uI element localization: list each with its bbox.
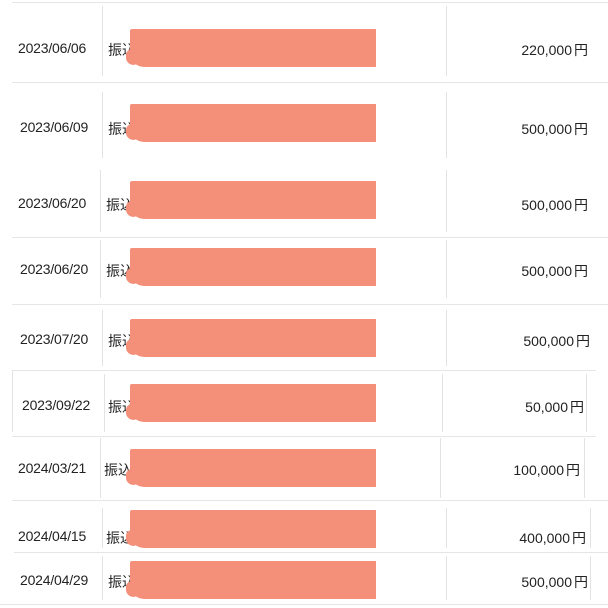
transaction-amount: 400,000 円 bbox=[519, 530, 586, 546]
transaction-date: 2023/09/22 bbox=[22, 397, 91, 413]
column-divider bbox=[446, 6, 447, 76]
transaction-date: 2023/07/20 bbox=[20, 331, 89, 347]
column-divider bbox=[440, 438, 441, 498]
column-divider bbox=[104, 374, 105, 432]
column-divider bbox=[102, 310, 103, 366]
transaction-date: 2024/03/21 bbox=[18, 460, 87, 476]
column-divider bbox=[446, 556, 447, 600]
transaction-date: 2023/06/09 bbox=[20, 119, 89, 135]
transaction-date: 2023/06/20 bbox=[20, 261, 89, 277]
transaction-amount: 500,000 円 bbox=[523, 333, 590, 349]
column-divider bbox=[442, 374, 443, 432]
redaction-mark bbox=[126, 510, 376, 548]
transaction-date: 2024/04/15 bbox=[18, 528, 87, 544]
column-divider bbox=[446, 240, 447, 298]
redaction-mark bbox=[126, 449, 376, 487]
transaction-type: 振込 bbox=[104, 462, 132, 478]
transaction-amount: 500,000 円 bbox=[521, 121, 588, 137]
row-divider bbox=[12, 436, 596, 437]
row-divider bbox=[12, 237, 608, 238]
redaction-mark bbox=[126, 29, 376, 67]
redaction-mark bbox=[126, 104, 376, 142]
row-divider bbox=[12, 304, 608, 305]
transaction-amount: 220,000 円 bbox=[521, 42, 588, 58]
column-divider bbox=[100, 240, 101, 298]
column-divider bbox=[102, 508, 103, 548]
column-divider bbox=[102, 92, 103, 158]
transaction-amount: 100,000 円 bbox=[513, 462, 580, 478]
transaction-amount: 50,000 円 bbox=[525, 399, 584, 415]
column-divider bbox=[586, 374, 587, 432]
column-divider bbox=[102, 6, 103, 76]
row-divider bbox=[12, 500, 608, 501]
column-divider bbox=[446, 310, 447, 366]
transaction-date: 2024/04/29 bbox=[20, 572, 89, 588]
transaction-date: 2023/06/20 bbox=[18, 195, 87, 211]
row-divider bbox=[14, 552, 608, 553]
transaction-date: 2023/06/06 bbox=[18, 40, 87, 56]
row-divider bbox=[0, 604, 608, 605]
redaction-mark bbox=[126, 561, 376, 599]
column-divider bbox=[12, 370, 13, 432]
transaction-amount: 500,000 円 bbox=[521, 197, 588, 213]
column-divider bbox=[446, 92, 447, 158]
row-divider bbox=[12, 82, 608, 83]
redaction-mark bbox=[126, 319, 376, 357]
redaction-mark bbox=[126, 181, 376, 219]
column-divider bbox=[102, 556, 103, 600]
column-divider bbox=[590, 508, 591, 548]
column-divider bbox=[446, 170, 447, 232]
transaction-amount: 500,000 円 bbox=[521, 574, 588, 590]
row-divider bbox=[12, 2, 608, 3]
column-divider bbox=[100, 438, 101, 498]
transaction-amount: 500,000 円 bbox=[521, 263, 588, 279]
redaction-mark bbox=[126, 248, 376, 286]
row-divider bbox=[12, 370, 596, 371]
column-divider bbox=[584, 438, 585, 498]
column-divider bbox=[590, 556, 591, 600]
column-divider bbox=[100, 170, 101, 232]
column-divider bbox=[446, 508, 447, 548]
redaction-mark bbox=[126, 384, 376, 422]
